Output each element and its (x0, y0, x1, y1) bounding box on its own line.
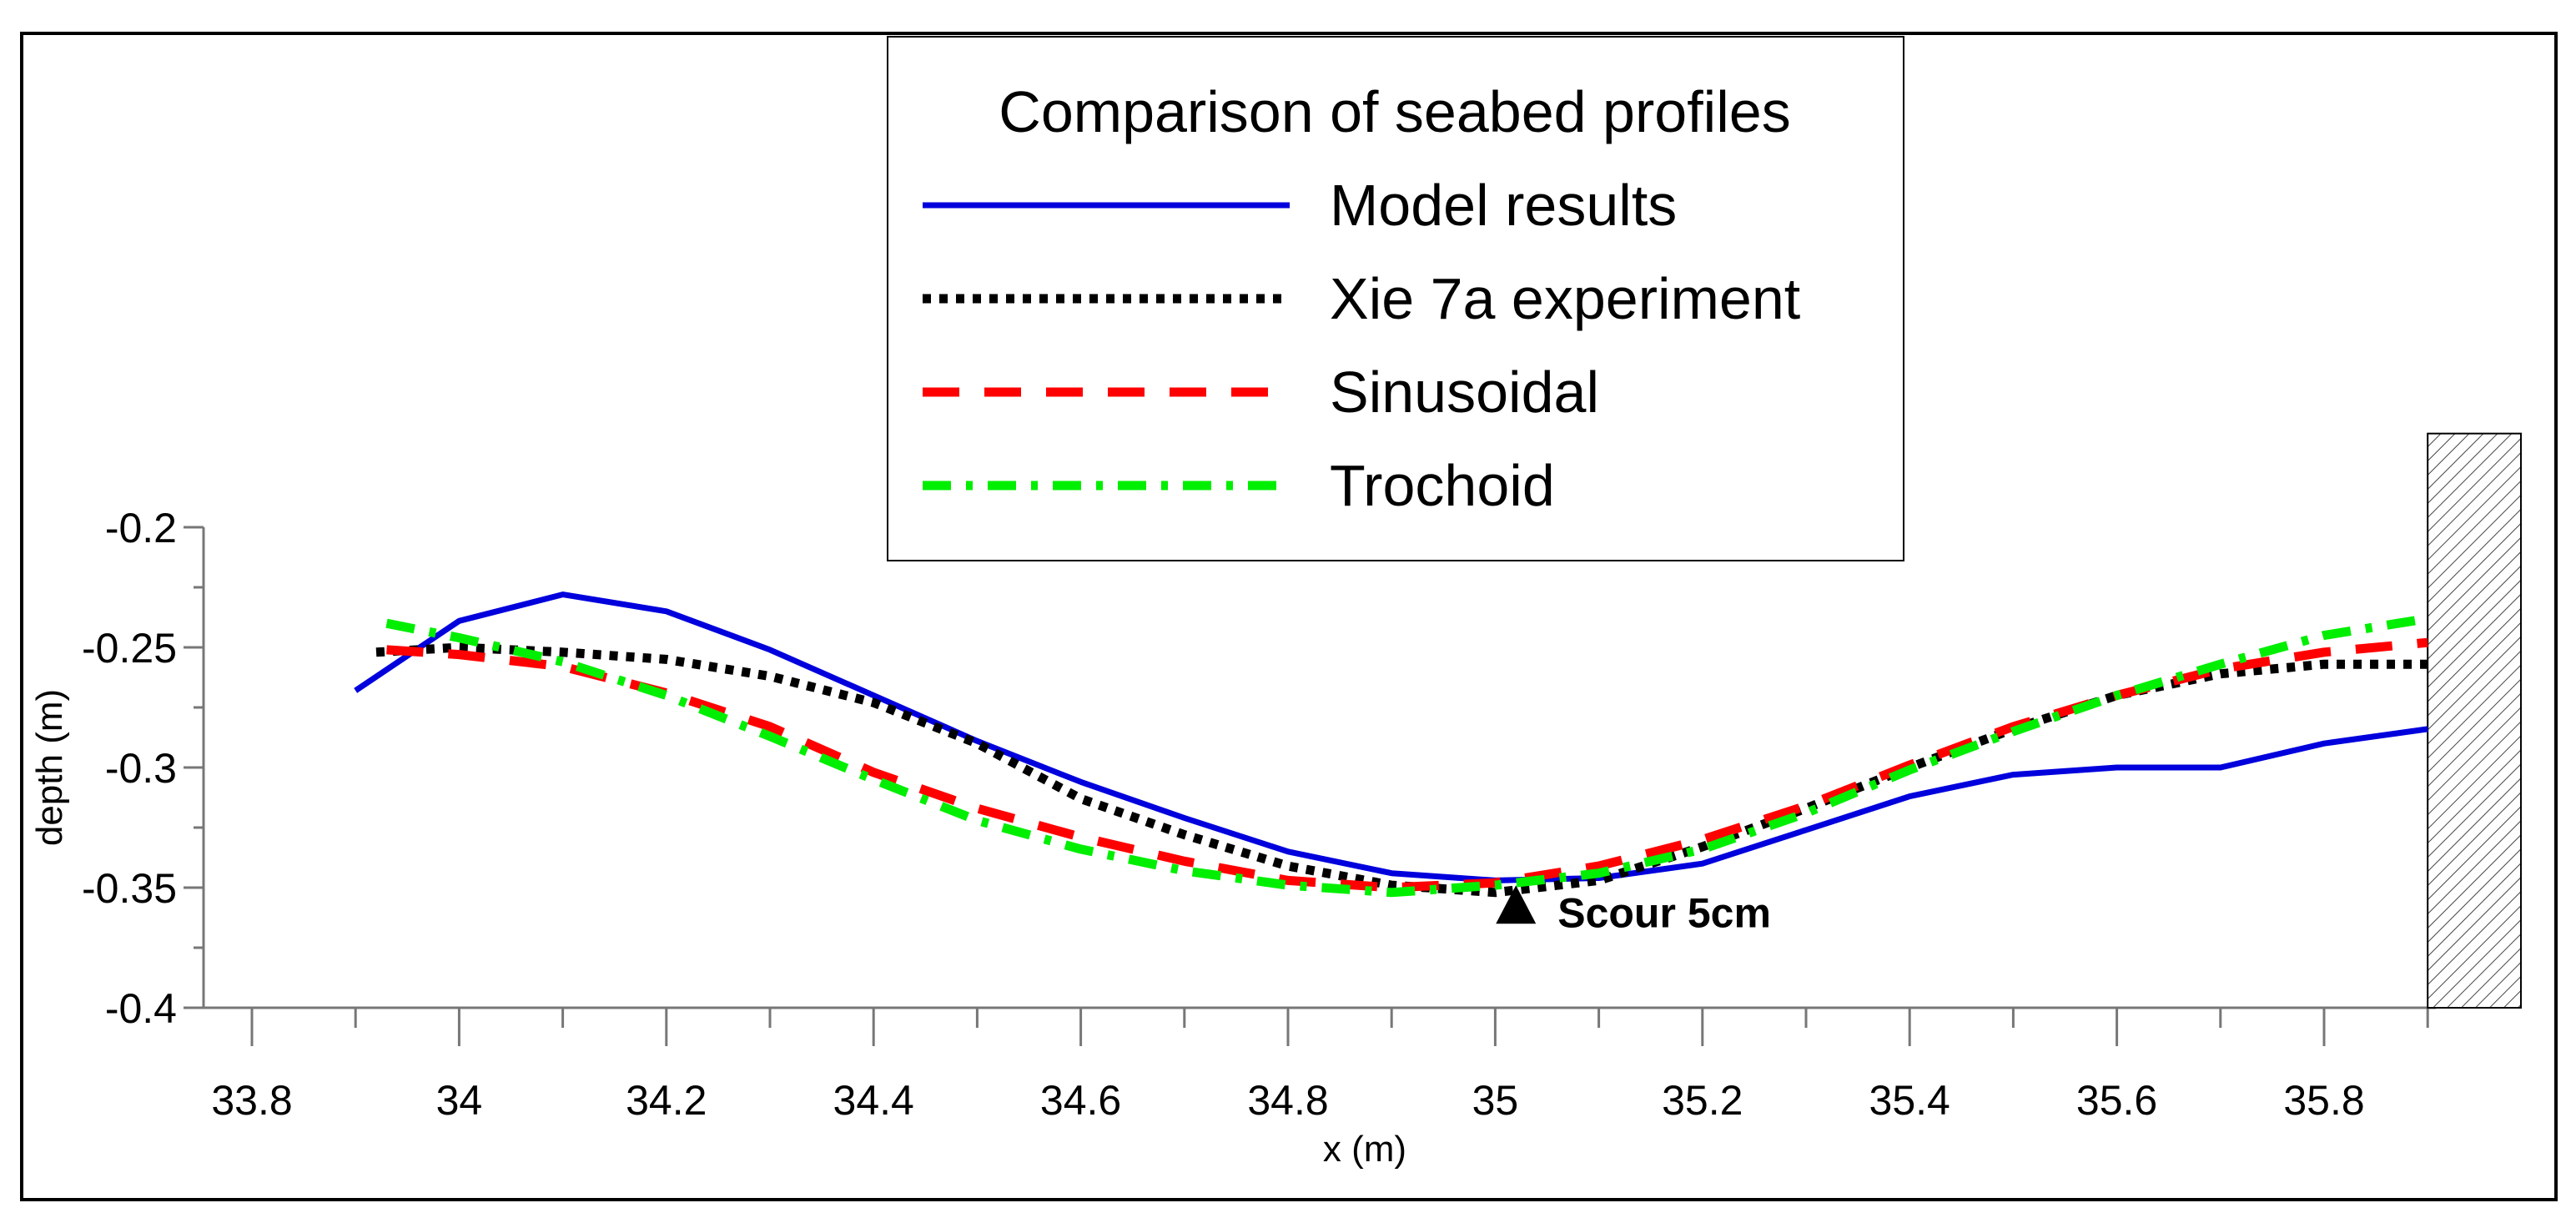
x-ticks: 33.8 34 34.2 34.4 34.6 34.8 35 35.2 35.4 35.6 35.8 (211, 1008, 2429, 1124)
x-tick-label: 35.6 (2076, 1077, 2157, 1124)
y-tick-label: -0.2 (105, 505, 177, 551)
x-axis-title: x (m) (1323, 1129, 1406, 1170)
y-axis-title: depth (m) (29, 689, 70, 846)
seawall-block (2427, 432, 2522, 1009)
x-tick-label: 35.4 (1869, 1077, 1950, 1124)
y-ticks: -0.2 -0.25 -0.3 -0.35 -0.4 (82, 505, 204, 1032)
outer-frame (20, 32, 2558, 1201)
x-tick-label: 34.6 (1040, 1077, 1121, 1124)
y-tick-label: -0.3 (105, 745, 177, 792)
legend-label: Sinusoidal (1330, 360, 1599, 425)
series-line-model-results (354, 591, 2428, 883)
x-tick-label: 35.2 (1662, 1077, 1743, 1124)
scour-annotation-label: Scour 5cm (1557, 889, 1771, 936)
y-tick-label: -0.4 (105, 985, 177, 1032)
y-tick-label: -0.25 (82, 625, 177, 672)
legend-label: Trochoid (1330, 453, 1555, 518)
series-group (354, 591, 2429, 898)
x-tick-label: 35 (1472, 1077, 1519, 1124)
legend-title: Comparison of seabed profiles (999, 79, 1790, 144)
legend-label: Model results (1330, 173, 1677, 238)
legend: Comparison of seabed profiles Model resu… (887, 36, 1904, 561)
scour-triangle-marker (1496, 885, 1537, 924)
x-tick-label: 34.4 (833, 1077, 914, 1124)
legend-label: Xie 7a experiment (1330, 266, 1800, 331)
x-tick-label: 33.8 (211, 1077, 292, 1124)
x-tick-label: 34 (436, 1077, 483, 1124)
x-tick-label: 34.2 (626, 1077, 707, 1124)
y-tick-label: -0.35 (82, 865, 177, 912)
x-tick-label: 34.8 (1247, 1077, 1328, 1124)
legend-items: Model results Xie 7a experiment Sinusoidal… (923, 173, 1800, 518)
scour-annotation: Scour 5cm (1496, 885, 1771, 936)
series-line-trochoid (385, 613, 2429, 898)
x-tick-label: 35.8 (2283, 1077, 2364, 1124)
